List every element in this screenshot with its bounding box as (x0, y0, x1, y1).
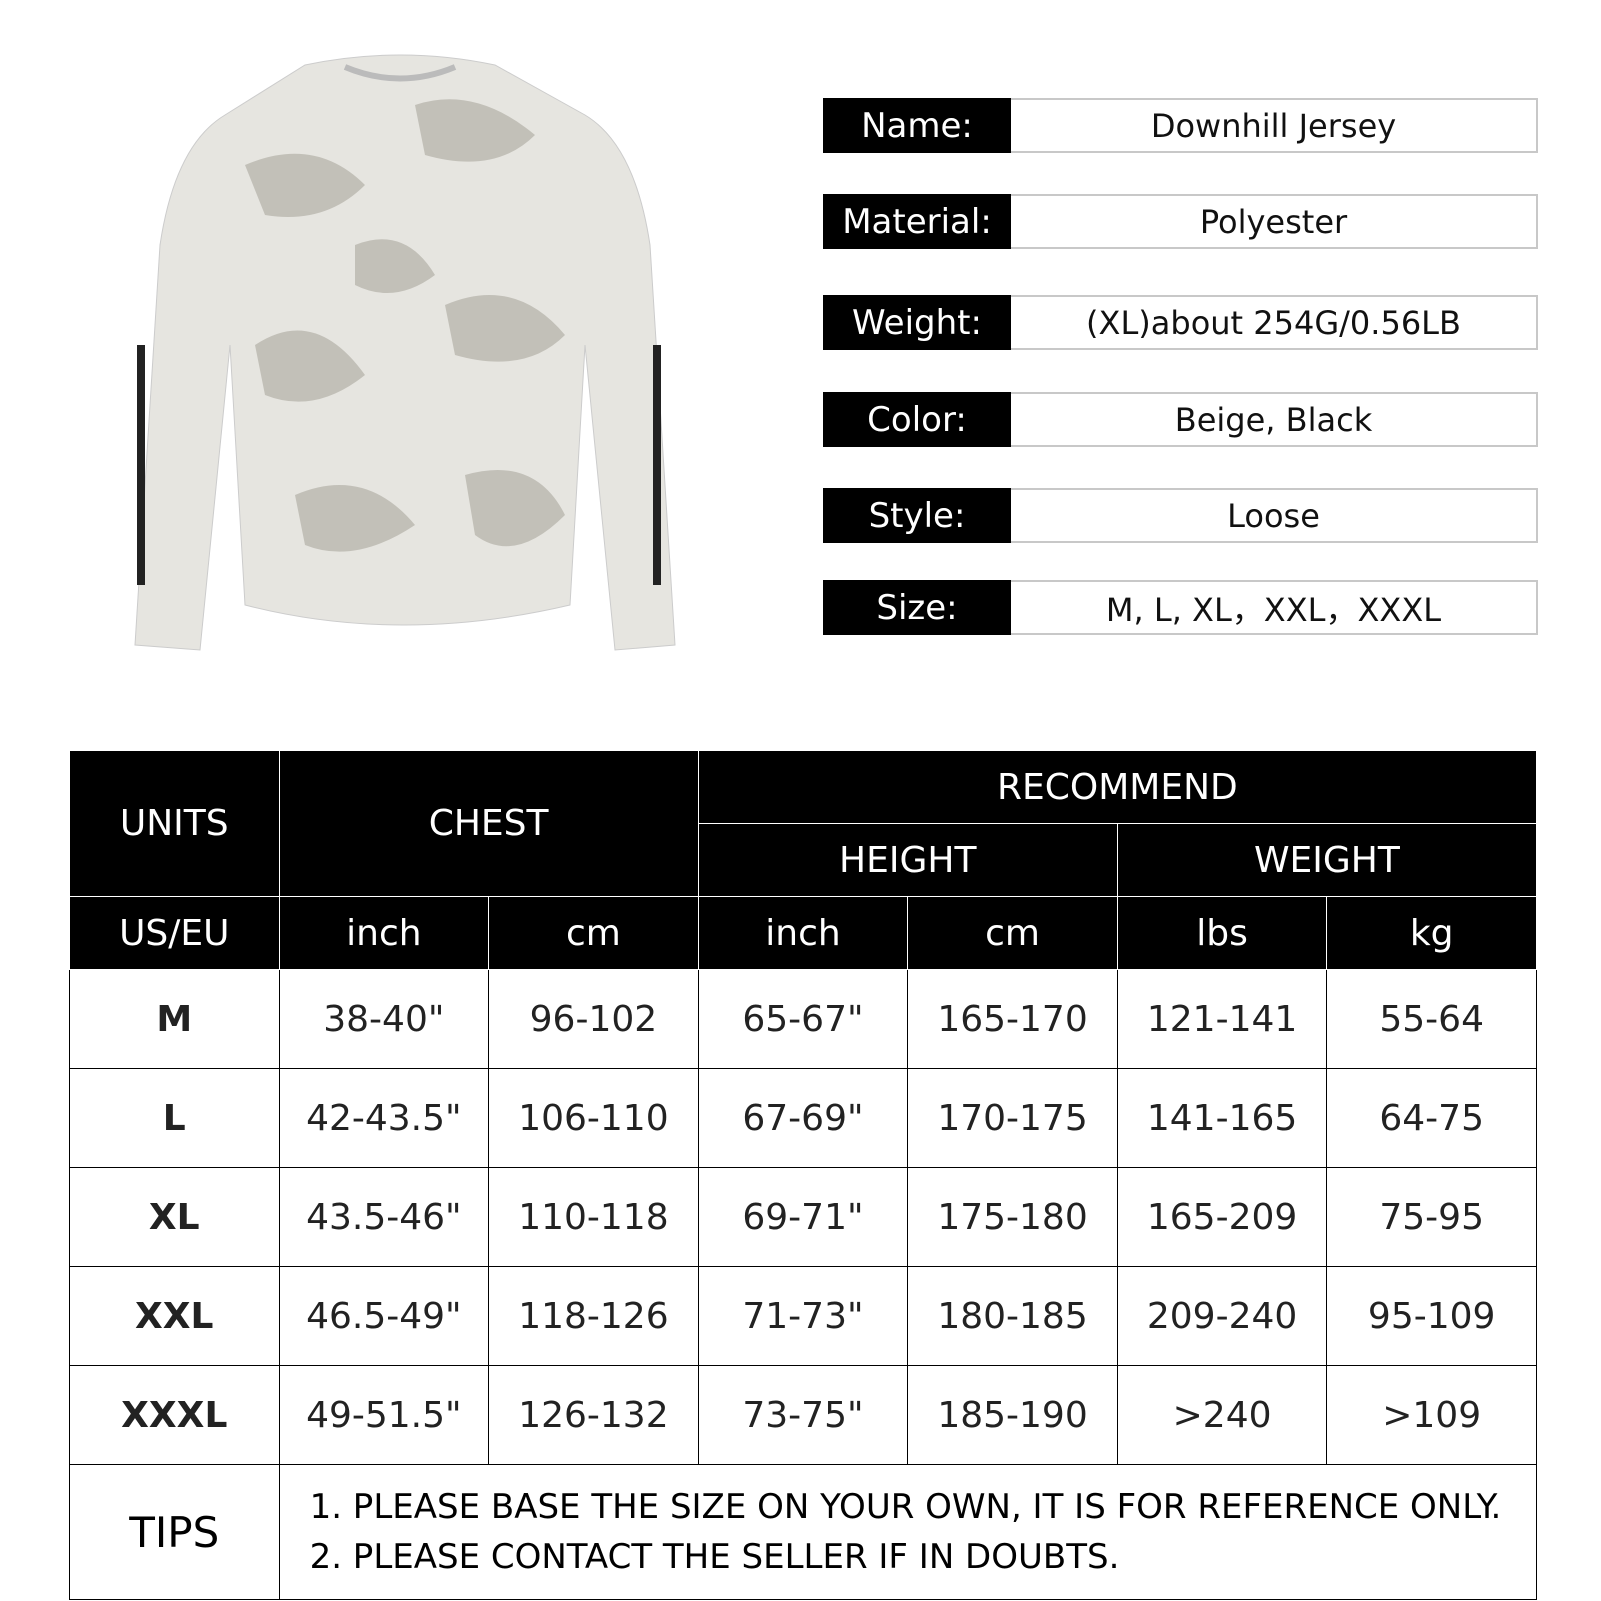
value-cell: 175-180 (907, 1167, 1118, 1267)
spec-row-material: Material: Polyester (823, 194, 1538, 249)
tip-1: 1. PLEASE BASE THE SIZE ON YOUR OWN, IT … (309, 1487, 1502, 1527)
spec-row-style: Style: Loose (823, 488, 1538, 543)
spec-label: Name: (823, 98, 1011, 153)
value-cell: 49-51.5" (278, 1365, 490, 1465)
value-cell: 141-165 (1116, 1068, 1328, 1168)
subheader-cell: kg (1326, 896, 1537, 970)
spec-label: Style: (823, 488, 1011, 543)
value-cell: 106-110 (488, 1068, 699, 1168)
value-cell: 69-71" (697, 1167, 909, 1267)
subheader-cell: cm (488, 896, 699, 970)
header-weight: WEIGHT (1116, 823, 1538, 897)
value-cell: 180-185 (907, 1266, 1118, 1366)
value-cell: 73-75" (697, 1365, 909, 1465)
spec-value: M, L, XL，XXL，XXXL (1011, 580, 1538, 635)
value-cell: 185-190 (907, 1365, 1118, 1465)
value-cell: 165-209 (1116, 1167, 1328, 1267)
spec-value: Beige, Black (1011, 392, 1538, 447)
spec-row-color: Color: Beige, Black (823, 392, 1538, 447)
value-cell: 121-141 (1116, 969, 1328, 1069)
value-cell: 42-43.5" (278, 1068, 490, 1168)
value-cell: 55-64 (1326, 969, 1537, 1069)
value-cell: 209-240 (1116, 1266, 1328, 1366)
value-cell: 67-69" (697, 1068, 909, 1168)
value-cell: 65-67" (697, 969, 909, 1069)
tips-label: TIPS (69, 1464, 280, 1600)
subheader-cell: US/EU (69, 896, 280, 970)
jersey-image (134, 54, 676, 651)
subheader-cell: lbs (1116, 896, 1328, 970)
value-cell: >109 (1326, 1365, 1537, 1465)
spec-label: Material: (823, 194, 1011, 249)
header-recommend: RECOMMEND (697, 750, 1538, 824)
spec-row-name: Name: Downhill Jersey (823, 98, 1538, 153)
value-cell: 170-175 (907, 1068, 1118, 1168)
value-cell: 165-170 (907, 969, 1118, 1069)
tips-text: 1. PLEASE BASE THE SIZE ON YOUR OWN, IT … (278, 1464, 1538, 1600)
value-cell: 110-118 (488, 1167, 699, 1267)
header-height: HEIGHT (697, 823, 1118, 897)
spec-value: Loose (1011, 488, 1538, 543)
spec-label: Color: (823, 392, 1011, 447)
value-cell: 126-132 (488, 1365, 699, 1465)
value-cell: >240 (1116, 1365, 1328, 1465)
header-chest: CHEST (278, 750, 699, 897)
subheader-cell: cm (907, 896, 1118, 970)
value-cell: 71-73" (697, 1266, 909, 1366)
value-cell: 43.5-46" (278, 1167, 490, 1267)
value-cell: 38-40" (278, 969, 490, 1069)
table-row: XL 43.5-46" 110-118 69-71" 175-180 165-209 75-… (69, 1167, 1537, 1267)
size-cell: XXXL (69, 1365, 280, 1465)
size-chart-table: UNITS CHEST RECOMMEND HEIGHT WEIGHT US/E… (69, 750, 1538, 1600)
tip-2: 2. PLEASE CONTACT THE SELLER IF IN DOUBT… (309, 1537, 1120, 1577)
header-units: UNITS (69, 750, 280, 897)
size-cell: M (69, 969, 280, 1069)
size-cell: XL (69, 1167, 280, 1267)
size-cell: XXL (69, 1266, 280, 1366)
value-cell: 46.5-49" (278, 1266, 490, 1366)
value-cell: 96-102 (488, 969, 699, 1069)
subheader-cell: inch (697, 896, 909, 970)
spec-row-weight: Weight: (XL)about 254G/0.56LB (823, 295, 1538, 350)
subheader-cell: inch (278, 896, 490, 970)
spec-value: (XL)about 254G/0.56LB (1011, 295, 1538, 350)
spec-label: Weight: (823, 295, 1011, 350)
value-cell: 95-109 (1326, 1266, 1537, 1366)
table-row: XXL 46.5-49" 118-126 71-73" 180-185 209-240 95… (69, 1266, 1537, 1366)
table-row: XXXL 49-51.5" 126-132 73-75" 185-190 >240 >109 (69, 1365, 1537, 1465)
table-row: M 38-40" 96-102 65-67" 165-170 121-141 55-64 (69, 969, 1537, 1069)
size-cell: L (69, 1068, 280, 1168)
spec-value: Polyester (1011, 194, 1538, 249)
value-cell: 75-95 (1326, 1167, 1537, 1267)
value-cell: 64-75 (1326, 1068, 1537, 1168)
value-cell: 118-126 (488, 1266, 699, 1366)
table-row: L 42-43.5" 106-110 67-69" 170-175 141-165 64-7… (69, 1068, 1537, 1168)
spec-label: Size: (823, 580, 1011, 635)
spec-value: Downhill Jersey (1011, 98, 1538, 153)
spec-row-size: Size: M, L, XL，XXL，XXXL (823, 580, 1538, 635)
